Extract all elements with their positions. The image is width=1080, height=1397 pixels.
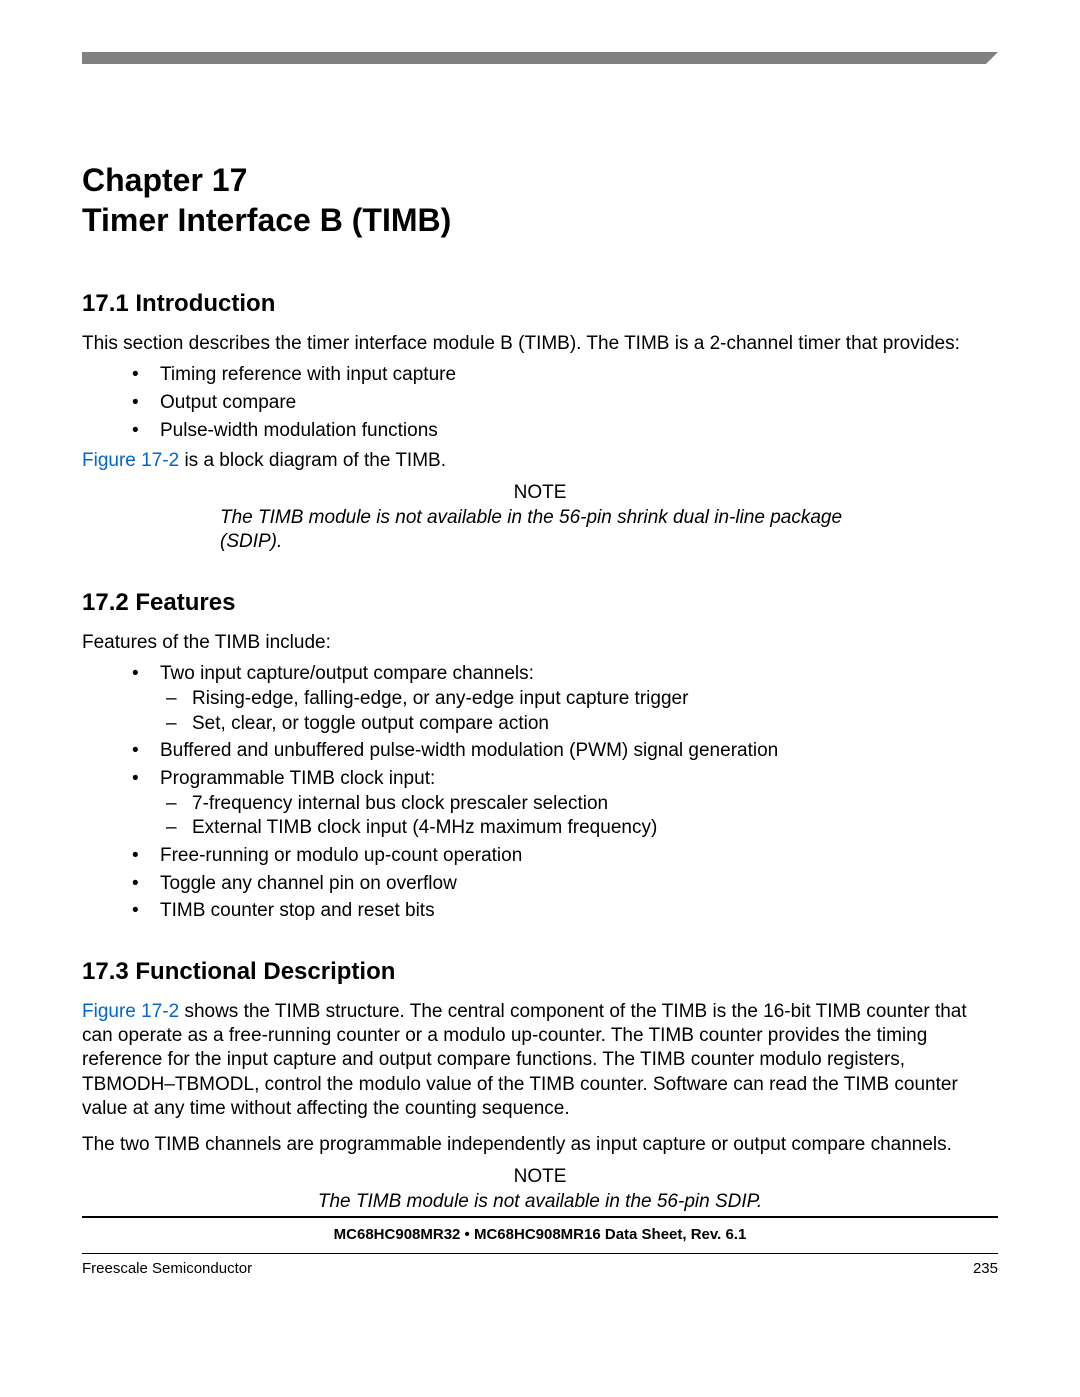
list-item: Programmable TIMB clock input: 7-frequen… <box>82 766 998 841</box>
section-173-para1: Figure 17-2 shows the TIMB structure. Th… <box>82 1000 998 1122</box>
section-171-fig-ref: Figure 17-2 is a block diagram of the TI… <box>82 449 998 473</box>
section-heading-172: 17.2 Features <box>82 589 998 617</box>
section-173-para1-rest: shows the TIMB structure. The central co… <box>82 1001 967 1119</box>
list-item: TIMB counter stop and reset bits <box>82 898 998 924</box>
sub-list-item: 7-frequency internal bus clock prescaler… <box>160 792 998 817</box>
list-item: Toggle any channel pin on overflow <box>82 871 998 897</box>
chapter-title: Chapter 17 Timer Interface B (TIMB) <box>82 160 998 240</box>
section-172-bullets: Two input capture/output compare channel… <box>82 661 998 924</box>
figure-link[interactable]: Figure 17-2 <box>82 1001 179 1022</box>
section-171-bullets: Timing reference with input capture Outp… <box>82 362 998 443</box>
list-item: Output compare <box>82 390 998 416</box>
content-area: Chapter 17 Timer Interface B (TIMB) 17.1… <box>82 160 998 1224</box>
footer-rule-bold <box>82 1216 998 1218</box>
figure-link[interactable]: Figure 17-2 <box>82 450 179 471</box>
note-body: The TIMB module is not available in the … <box>220 506 860 555</box>
note-block-173: NOTE The TIMB module is not available in… <box>82 1166 998 1215</box>
note-label: NOTE <box>82 1166 998 1188</box>
note-block-171: NOTE The TIMB module is not available in… <box>82 482 998 555</box>
chapter-number: Chapter 17 <box>82 162 247 198</box>
list-item: Two input capture/output compare channel… <box>82 661 998 736</box>
sub-list-item: Rising-edge, falling-edge, or any-edge i… <box>160 687 998 712</box>
list-item: Buffered and unbuffered pulse-width modu… <box>82 738 998 764</box>
section-173-para2: The two TIMB channels are programmable i… <box>82 1133 998 1157</box>
page: Chapter 17 Timer Interface B (TIMB) 17.1… <box>0 0 1080 1397</box>
list-item: Timing reference with input capture <box>82 362 998 388</box>
sub-list: Rising-edge, falling-edge, or any-edge i… <box>160 687 998 736</box>
list-item-text: Two input capture/output compare channel… <box>160 663 534 684</box>
footer-rule-thin <box>82 1253 998 1254</box>
sub-list-item: Set, clear, or toggle output compare act… <box>160 712 998 737</box>
sub-list-item: External TIMB clock input (4-MHz maximum… <box>160 816 998 841</box>
note-label: NOTE <box>82 482 998 504</box>
page-footer: MC68HC908MR32 • MC68HC908MR16 Data Sheet… <box>82 1216 998 1277</box>
footer-line: Freescale Semiconductor 235 <box>82 1260 998 1277</box>
sub-list: 7-frequency internal bus clock prescaler… <box>160 792 998 841</box>
header-rule <box>82 52 998 64</box>
footer-doc-title: MC68HC908MR32 • MC68HC908MR16 Data Sheet… <box>82 1226 998 1243</box>
footer-page-number: 235 <box>973 1260 998 1277</box>
list-item-text: Programmable TIMB clock input: <box>160 768 435 789</box>
figure-link-rest: is a block diagram of the TIMB. <box>179 450 446 471</box>
chapter-name: Timer Interface B (TIMB) <box>82 202 451 238</box>
section-172-intro: Features of the TIMB include: <box>82 631 998 655</box>
section-heading-173: 17.3 Functional Description <box>82 958 998 986</box>
section-171-intro: This section describes the timer interfa… <box>82 332 998 356</box>
list-item: Pulse-width modulation functions <box>82 418 998 444</box>
section-heading-171: 17.1 Introduction <box>82 290 998 318</box>
list-item: Free-running or modulo up-count operatio… <box>82 843 998 869</box>
note-body: The TIMB module is not available in the … <box>190 1190 890 1215</box>
footer-left: Freescale Semiconductor <box>82 1260 252 1277</box>
